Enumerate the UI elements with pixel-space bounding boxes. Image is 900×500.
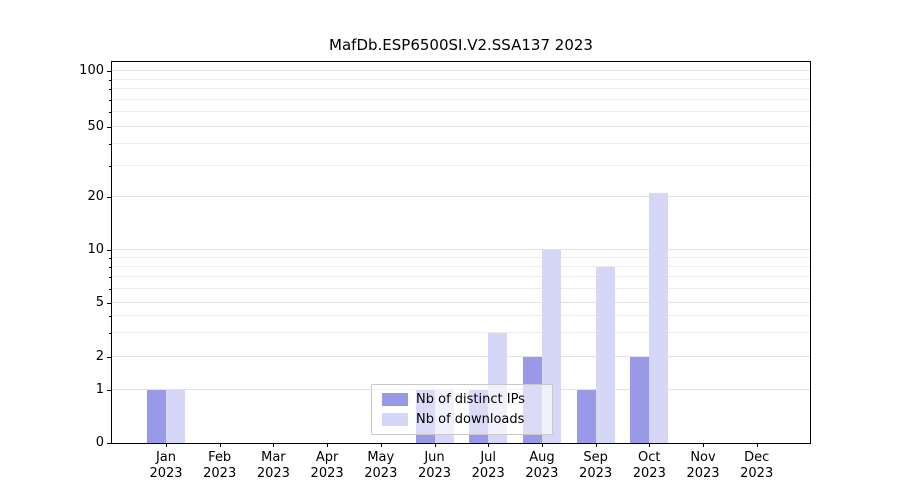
x-tick-label: Nov 2023 bbox=[686, 450, 720, 481]
legend-item-downloads: Nb of downloads bbox=[382, 412, 542, 427]
bar-distinct-ips-jan bbox=[147, 390, 166, 443]
y-tick-mark bbox=[107, 196, 112, 198]
major-gridline bbox=[112, 126, 810, 128]
minor-gridline bbox=[112, 256, 810, 258]
legend-swatch-distinct-ips bbox=[382, 393, 408, 406]
x-tick-mark bbox=[488, 443, 490, 447]
y-tick-label: 20 bbox=[87, 188, 104, 204]
bar-distinct-ips-sep bbox=[576, 390, 596, 443]
major-gridline bbox=[112, 302, 810, 304]
minor-gridline bbox=[112, 88, 810, 90]
y-minor-tick-mark bbox=[109, 289, 112, 291]
y-minor-tick-mark bbox=[109, 99, 112, 101]
legend-swatch-downloads bbox=[382, 413, 408, 426]
x-tick-label: Feb 2023 bbox=[203, 450, 237, 481]
legend-label-distinct-ips: Nb of distinct IPs bbox=[416, 392, 525, 407]
y-minor-tick-mark bbox=[109, 333, 112, 335]
x-tick-label: Mar 2023 bbox=[256, 450, 290, 481]
y-tick-mark bbox=[107, 127, 112, 129]
y-tick-mark bbox=[107, 71, 112, 73]
minor-gridline bbox=[112, 143, 810, 145]
bar-downloads-sep bbox=[595, 267, 615, 443]
x-tick-label: May 2023 bbox=[364, 450, 398, 481]
x-tick-mark bbox=[166, 443, 167, 447]
x-tick-label: Sep 2023 bbox=[579, 450, 613, 481]
x-tick-label: Apr 2023 bbox=[310, 450, 344, 481]
y-minor-tick-mark bbox=[109, 79, 112, 81]
major-gridline bbox=[112, 70, 810, 72]
y-tick-label: 2 bbox=[95, 348, 104, 364]
major-gridline bbox=[112, 195, 810, 197]
chart-title: MafDb.ESP6500SI.V2.SSA137 2023 bbox=[329, 36, 593, 54]
y-tick-mark bbox=[107, 390, 112, 392]
y-tick-label: 10 bbox=[87, 241, 104, 257]
y-tick-label: 50 bbox=[87, 119, 104, 135]
minor-gridline bbox=[112, 288, 810, 290]
x-tick-mark bbox=[541, 443, 543, 447]
y-tick-label: 1 bbox=[95, 382, 104, 398]
y-minor-tick-mark bbox=[109, 277, 112, 279]
x-tick-label: Oct 2023 bbox=[632, 450, 666, 481]
x-tick-mark bbox=[649, 443, 651, 447]
minor-gridline bbox=[112, 111, 810, 113]
y-tick-mark bbox=[107, 443, 112, 444]
x-tick-label: Jun 2023 bbox=[417, 450, 452, 481]
x-tick-mark bbox=[756, 443, 758, 447]
y-minor-tick-mark bbox=[109, 257, 112, 259]
major-gridline bbox=[112, 248, 810, 250]
minor-gridline bbox=[112, 165, 810, 167]
bar-downloads-oct bbox=[649, 193, 669, 443]
major-gridline bbox=[112, 355, 810, 357]
y-minor-tick-mark bbox=[109, 89, 112, 91]
x-tick-label: Jul 2023 bbox=[471, 450, 505, 481]
legend-item-distinct-ips: Nb of distinct IPs bbox=[382, 392, 542, 407]
x-tick-mark bbox=[703, 443, 704, 447]
x-tick-mark bbox=[219, 443, 221, 447]
minor-gridline bbox=[112, 276, 810, 278]
y-minor-tick-mark bbox=[109, 112, 112, 114]
y-tick-label: 0 bbox=[95, 435, 104, 450]
y-minor-tick-mark bbox=[109, 166, 112, 168]
plot-area bbox=[111, 61, 811, 444]
x-tick-mark bbox=[380, 443, 382, 447]
minor-gridline bbox=[112, 78, 810, 80]
y-minor-tick-mark bbox=[109, 144, 112, 146]
x-tick-mark bbox=[273, 443, 275, 447]
y-tick-mark bbox=[107, 303, 112, 305]
y-minor-tick-mark bbox=[109, 267, 112, 268]
legend: Nb of distinct IPs Nb of downloads bbox=[371, 384, 553, 435]
y-minor-tick-mark bbox=[109, 316, 112, 318]
y-tick-mark bbox=[107, 249, 112, 251]
x-tick-mark bbox=[327, 443, 329, 447]
y-tick-mark bbox=[107, 356, 112, 358]
x-tick-mark bbox=[595, 443, 597, 447]
minor-gridline bbox=[112, 266, 810, 268]
y-tick-label: 5 bbox=[95, 295, 104, 311]
bar-downloads-jan bbox=[166, 390, 185, 443]
y-tick-label: 100 bbox=[79, 63, 104, 79]
x-tick-mark bbox=[434, 443, 436, 447]
x-tick-label: Aug 2023 bbox=[525, 450, 559, 481]
minor-gridline bbox=[112, 98, 810, 100]
legend-label-downloads: Nb of downloads bbox=[416, 412, 525, 427]
x-tick-label: Jan 2023 bbox=[149, 450, 183, 481]
minor-gridline bbox=[112, 332, 810, 334]
bar-distinct-ips-oct bbox=[630, 356, 650, 443]
minor-gridline bbox=[112, 315, 810, 317]
x-tick-label: Dec 2023 bbox=[740, 450, 774, 481]
